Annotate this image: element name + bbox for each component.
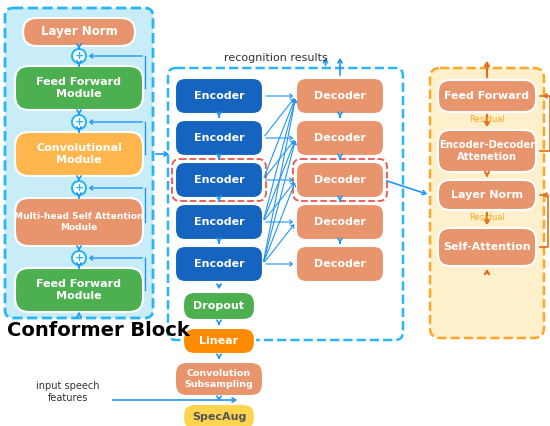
Text: input speech
features: input speech features bbox=[36, 381, 100, 403]
FancyBboxPatch shape bbox=[430, 68, 544, 338]
Text: Conformer Block: Conformer Block bbox=[7, 320, 190, 340]
FancyBboxPatch shape bbox=[438, 180, 536, 210]
FancyBboxPatch shape bbox=[23, 18, 135, 46]
Text: Residual: Residual bbox=[469, 213, 505, 222]
Circle shape bbox=[72, 49, 86, 63]
FancyBboxPatch shape bbox=[438, 228, 536, 266]
FancyBboxPatch shape bbox=[296, 120, 384, 156]
Text: Encoder-Decoder
Attenetion: Encoder-Decoder Attenetion bbox=[439, 140, 535, 162]
Text: Convolution
Subsampling: Convolution Subsampling bbox=[185, 369, 254, 389]
Text: Encoder: Encoder bbox=[194, 259, 244, 269]
Text: Encoder: Encoder bbox=[194, 91, 244, 101]
Text: +: + bbox=[74, 253, 84, 263]
FancyBboxPatch shape bbox=[438, 130, 536, 172]
Text: +: + bbox=[74, 51, 84, 61]
Text: Feed Forward: Feed Forward bbox=[444, 91, 530, 101]
Text: Encoder: Encoder bbox=[194, 133, 244, 143]
Text: Decoder: Decoder bbox=[314, 217, 366, 227]
Text: Multi-head Self Attention
Module: Multi-head Self Attention Module bbox=[14, 212, 144, 232]
Text: Dropout: Dropout bbox=[194, 301, 245, 311]
Text: Decoder: Decoder bbox=[314, 175, 366, 185]
Text: Layer Norm: Layer Norm bbox=[41, 26, 117, 38]
FancyBboxPatch shape bbox=[183, 328, 255, 354]
FancyBboxPatch shape bbox=[175, 78, 263, 114]
FancyBboxPatch shape bbox=[296, 204, 384, 240]
FancyBboxPatch shape bbox=[5, 8, 153, 318]
FancyBboxPatch shape bbox=[175, 162, 263, 198]
FancyBboxPatch shape bbox=[175, 246, 263, 282]
Text: +: + bbox=[74, 183, 84, 193]
Text: Linear: Linear bbox=[200, 336, 239, 346]
Text: Convolutional
Module: Convolutional Module bbox=[36, 143, 122, 165]
FancyBboxPatch shape bbox=[15, 132, 143, 176]
Text: Encoder: Encoder bbox=[194, 217, 244, 227]
FancyBboxPatch shape bbox=[175, 120, 263, 156]
Circle shape bbox=[72, 251, 86, 265]
FancyBboxPatch shape bbox=[296, 162, 384, 198]
Text: Decoder: Decoder bbox=[314, 259, 366, 269]
FancyBboxPatch shape bbox=[15, 268, 143, 312]
Text: SpecAug: SpecAug bbox=[192, 412, 246, 422]
Text: Layer Norm: Layer Norm bbox=[451, 190, 523, 200]
FancyBboxPatch shape bbox=[183, 404, 255, 426]
FancyBboxPatch shape bbox=[296, 246, 384, 282]
Text: +: + bbox=[74, 117, 84, 127]
FancyBboxPatch shape bbox=[15, 66, 143, 110]
Text: recognition results: recognition results bbox=[224, 53, 327, 63]
Text: Encoder: Encoder bbox=[194, 175, 244, 185]
Text: Feed Forward
Module: Feed Forward Module bbox=[36, 279, 122, 301]
FancyBboxPatch shape bbox=[438, 80, 536, 112]
Text: Decoder: Decoder bbox=[314, 133, 366, 143]
Text: Residual: Residual bbox=[469, 115, 505, 124]
FancyBboxPatch shape bbox=[15, 198, 143, 246]
FancyBboxPatch shape bbox=[175, 204, 263, 240]
Circle shape bbox=[72, 181, 86, 195]
Text: Decoder: Decoder bbox=[314, 91, 366, 101]
Text: Feed Forward
Module: Feed Forward Module bbox=[36, 77, 122, 99]
FancyBboxPatch shape bbox=[175, 362, 263, 396]
Text: Self-Attention: Self-Attention bbox=[443, 242, 531, 252]
Circle shape bbox=[72, 115, 86, 129]
FancyBboxPatch shape bbox=[296, 78, 384, 114]
FancyBboxPatch shape bbox=[183, 292, 255, 320]
